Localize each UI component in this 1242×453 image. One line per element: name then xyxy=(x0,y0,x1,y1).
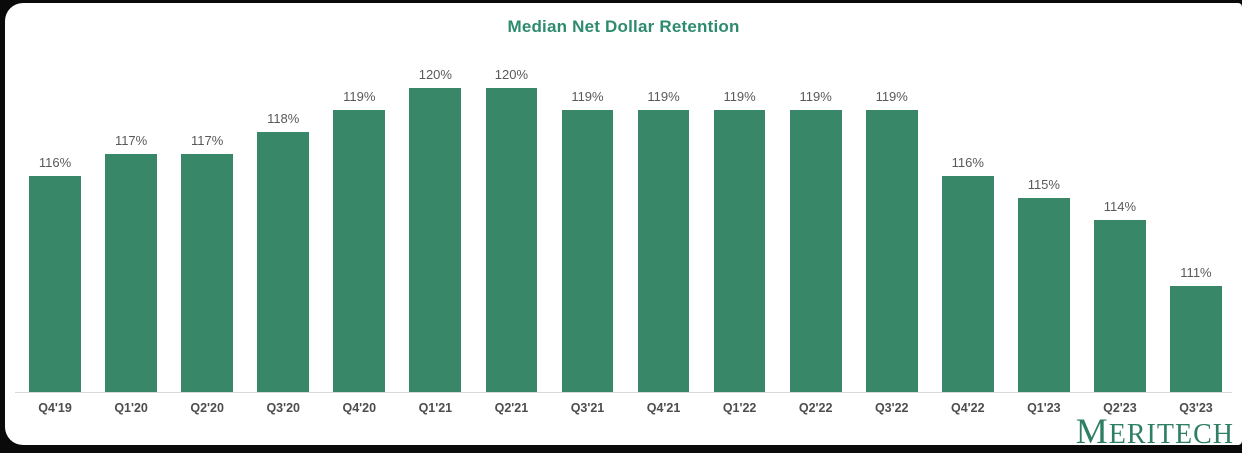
bar-slot: 120% xyxy=(397,57,473,392)
bar xyxy=(1094,220,1146,392)
bar xyxy=(105,154,157,392)
bar-value-label: 114% xyxy=(1103,199,1137,214)
bar-slot: 118% xyxy=(245,57,321,392)
bar-slot: 120% xyxy=(473,57,549,392)
x-axis-labels: Q4'19 Q1'20 Q2'20 Q3'20 Q4'20 Q1'21 Q2'21 Q3'21… xyxy=(17,401,1234,415)
bar xyxy=(409,88,462,392)
bar xyxy=(1170,286,1222,392)
bar-slot: 115% xyxy=(1006,57,1082,392)
x-axis-label: Q2'22 xyxy=(798,401,833,415)
bar xyxy=(485,88,538,392)
bar-value-label: 120% xyxy=(418,67,452,82)
x-axis-label: Q3'20 xyxy=(266,401,300,415)
x-axis-label: Q2'21 xyxy=(494,401,529,415)
x-axis-label: Q4'22 xyxy=(951,401,985,415)
logo-initial: M xyxy=(1075,411,1109,445)
bar-slot: 119% xyxy=(321,57,397,392)
chart-card: Median Net Dollar Retention 116% 117% 117%… xyxy=(5,3,1242,445)
x-axis-label: Q4'20 xyxy=(342,401,377,415)
x-axis-label: Q2'20 xyxy=(190,401,224,415)
bar xyxy=(713,110,766,392)
x-axis-label: Q3'22 xyxy=(874,401,909,415)
chart-title: Median Net Dollar Retention xyxy=(507,17,740,36)
x-axis-label: Q1'22 xyxy=(722,401,757,415)
x-axis-label: Q4'19 xyxy=(38,401,72,415)
bar xyxy=(181,154,234,392)
bar xyxy=(941,176,994,392)
meritech-logo: MERITECH xyxy=(1076,413,1234,445)
x-axis-label: Q1'21 xyxy=(418,401,453,415)
bar-value-label: 118% xyxy=(267,111,300,126)
x-axis-label: Q4'21 xyxy=(646,401,681,415)
bar-slot: 119% xyxy=(626,57,702,392)
bar-value-label: 120% xyxy=(494,67,529,82)
bar-slot: 114% xyxy=(1082,57,1158,392)
bar-value-label: 116% xyxy=(38,155,72,170)
bar-value-label: 111% xyxy=(1180,265,1212,280)
bar-slot: 119% xyxy=(854,57,930,392)
bar-slot: 119% xyxy=(549,57,625,392)
x-axis-label: Q1'23 xyxy=(1027,401,1061,415)
bar-slot: 119% xyxy=(702,57,778,392)
bar xyxy=(789,110,842,392)
bar xyxy=(865,110,918,392)
x-axis-label: Q3'21 xyxy=(570,401,605,415)
bar-value-label: 115% xyxy=(1027,177,1060,192)
bar xyxy=(637,110,690,392)
bar-value-label: 117% xyxy=(114,133,148,148)
bar-slot: 119% xyxy=(778,57,854,392)
x-axis-label: Q2'23 xyxy=(1103,401,1137,415)
logo-text: ERITECH xyxy=(1108,419,1234,446)
bar-slot: 117% xyxy=(169,57,245,392)
bar-value-label: 119% xyxy=(571,89,604,104)
bar-slot: 116% xyxy=(17,57,93,392)
bar-slot: 111% xyxy=(1158,57,1234,392)
bar-value-label: 119% xyxy=(875,89,908,104)
bar-value-label: 117% xyxy=(191,133,224,148)
bar-value-label: 119% xyxy=(647,89,680,104)
bar xyxy=(561,110,614,392)
bar-value-label: 116% xyxy=(951,155,984,170)
bar-slot: 116% xyxy=(930,57,1006,392)
bars-container: 116% 117% 117% 118% 119% 120% 120% 119% 119% 119%… xyxy=(17,57,1234,392)
bar-value-label: 119% xyxy=(343,89,376,104)
bar xyxy=(257,132,310,392)
bar-chart: 116% 117% 117% 118% 119% 120% 120% 119% 119% 119%… xyxy=(17,57,1234,392)
x-axis-label: Q1'20 xyxy=(114,401,148,415)
x-axis-line xyxy=(15,392,1232,393)
bar xyxy=(333,110,386,392)
bar-value-label: 119% xyxy=(723,89,756,104)
x-axis-label: Q3'23 xyxy=(1179,401,1213,415)
bar xyxy=(1017,198,1070,392)
bar xyxy=(29,176,81,392)
bar-slot: 117% xyxy=(93,57,169,392)
bar-value-label: 119% xyxy=(799,89,832,104)
